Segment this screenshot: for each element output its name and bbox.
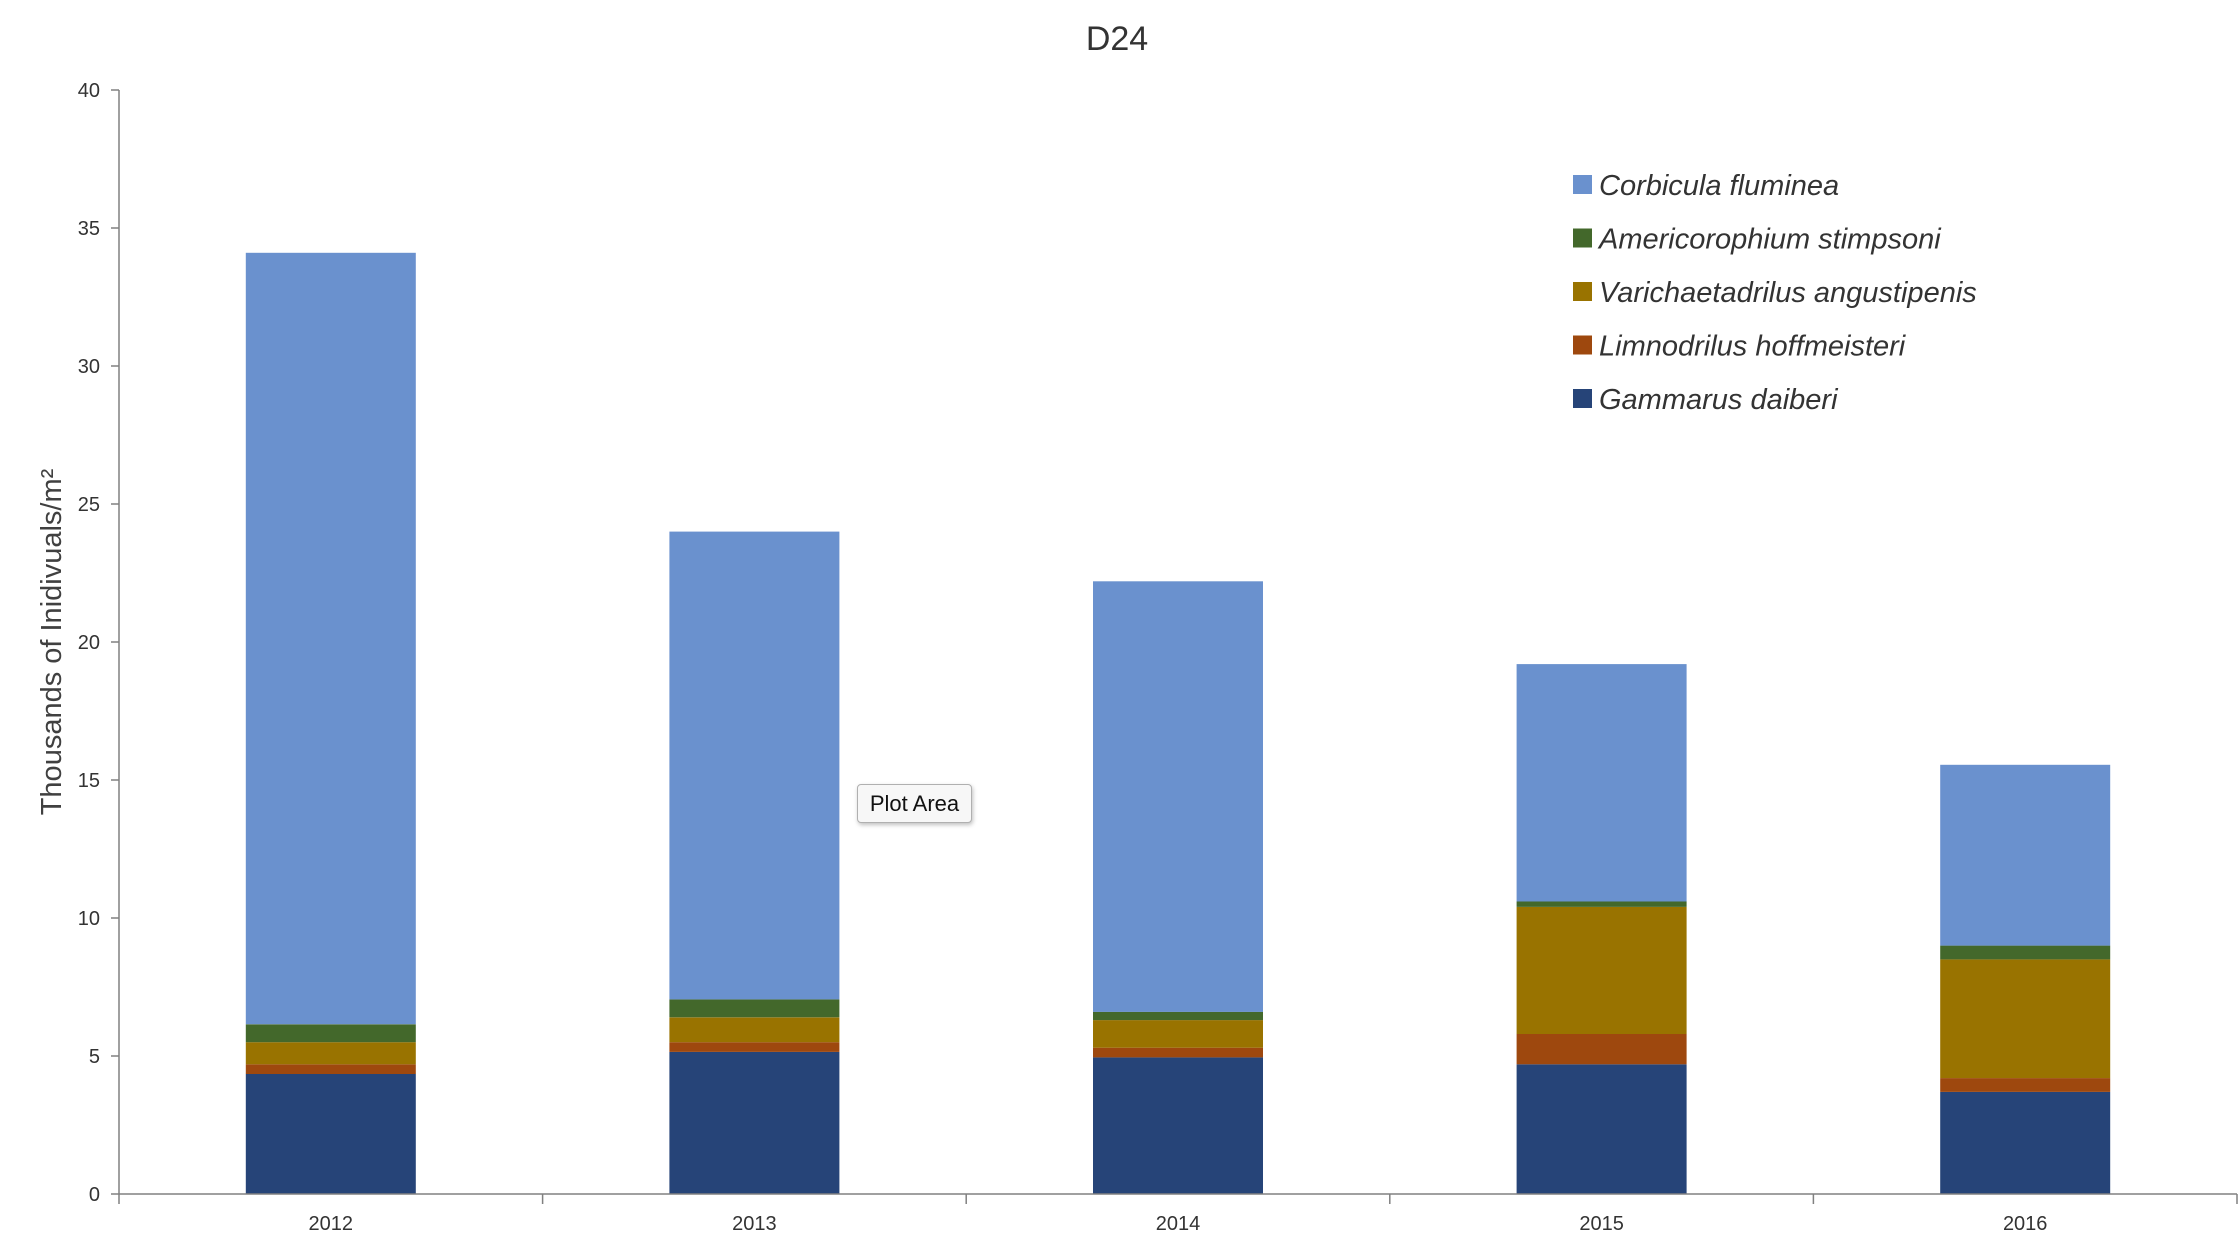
y-tick-label: 15 xyxy=(78,770,100,792)
legend: Corbicula fluminea Americorophium stimpso… xyxy=(1573,170,1977,416)
y-tick-label: 30 xyxy=(78,356,100,378)
legend-label: Corbicula fluminea xyxy=(1599,170,1839,202)
axes-layer: 0 5 10 15 20 25 30 35 40 2012 2013 2014 2015 2016 xyxy=(78,80,2238,1235)
y-tick-label: 25 xyxy=(78,494,100,516)
bar-2014-series-4 xyxy=(1093,581,1263,1012)
bar-2016-series-1 xyxy=(1940,1078,2111,1092)
bar-2015-series-2 xyxy=(1516,907,1687,1034)
bar-2014-series-0 xyxy=(1093,1057,1263,1194)
y-axis-label: Thousands of Inidivuals/m² xyxy=(36,468,68,815)
bars-layer xyxy=(245,252,2111,1194)
bar-2012-series-2 xyxy=(245,1042,416,1065)
bar-2014-series-3 xyxy=(1093,1011,1263,1021)
y-tick-label: 0 xyxy=(89,1184,100,1206)
bar-2013-series-3 xyxy=(669,999,840,1018)
bar-2015-series-0 xyxy=(1516,1064,1687,1194)
bar-2013-series-2 xyxy=(669,1017,840,1043)
legend-swatch xyxy=(1573,389,1592,408)
bar-2014-series-1 xyxy=(1093,1047,1263,1058)
x-tick-label: 2015 xyxy=(1579,1213,1624,1235)
bar-2012-series-0 xyxy=(245,1073,416,1194)
y-tick-label: 35 xyxy=(78,218,100,240)
legend-label: Americorophium stimpsoni xyxy=(1597,224,1942,256)
bar-2013-series-0 xyxy=(669,1051,840,1194)
legend-label: Gammarus daiberi xyxy=(1599,384,1839,416)
bar-2016-series-0 xyxy=(1940,1091,2111,1194)
bar-2012-series-1 xyxy=(245,1064,416,1074)
bar-2012-series-4 xyxy=(245,252,416,1025)
x-tick-label: 2012 xyxy=(309,1213,354,1235)
plot-area-tooltip: Plot Area xyxy=(857,784,972,823)
y-tick-label: 40 xyxy=(78,80,100,102)
y-tick-label: 5 xyxy=(89,1046,100,1068)
bar-2013-series-4 xyxy=(669,531,840,1000)
legend-swatch xyxy=(1573,282,1592,301)
legend-swatch xyxy=(1573,228,1592,248)
x-tick-label: 2016 xyxy=(2003,1213,2048,1235)
x-tick-label: 2014 xyxy=(1156,1213,1201,1235)
bar-2014-series-2 xyxy=(1093,1020,1263,1048)
bar-2015-series-4 xyxy=(1516,664,1687,902)
bar-2012-series-3 xyxy=(245,1024,416,1043)
chart-title: D24 xyxy=(1086,20,1148,58)
legend-swatch xyxy=(1573,175,1592,194)
bar-2016-series-3 xyxy=(1940,945,2111,960)
bar-2013-series-1 xyxy=(669,1042,840,1052)
legend-swatch xyxy=(1573,335,1592,355)
bar-2016-series-2 xyxy=(1940,959,2111,1079)
legend-label: Limnodrilus hoffmeisteri xyxy=(1599,331,1907,363)
x-tick-label: 2013 xyxy=(732,1213,777,1235)
legend-label: Varichaetadrilus angustipenis xyxy=(1599,277,1977,309)
y-tick-label: 20 xyxy=(78,632,100,654)
bar-2015-series-3 xyxy=(1516,901,1687,907)
y-tick-label: 10 xyxy=(78,908,100,930)
bar-2016-series-4 xyxy=(1940,764,2111,946)
bar-2015-series-1 xyxy=(1516,1033,1687,1065)
